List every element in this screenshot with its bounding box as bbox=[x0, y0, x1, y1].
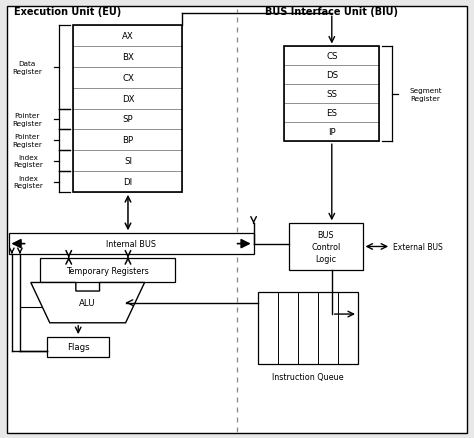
Text: External BUS: External BUS bbox=[393, 242, 443, 251]
Text: Index
Register: Index Register bbox=[13, 175, 44, 189]
Text: CX: CX bbox=[122, 74, 134, 82]
Bar bbox=[284, 85, 379, 104]
Bar bbox=[73, 88, 182, 110]
Text: Segment
Register: Segment Register bbox=[410, 88, 442, 101]
Text: Data
Register: Data Register bbox=[12, 61, 42, 74]
Bar bbox=[73, 26, 182, 193]
Text: Internal BUS: Internal BUS bbox=[106, 240, 156, 248]
Bar bbox=[73, 110, 182, 130]
Text: SI: SI bbox=[124, 157, 132, 166]
Text: BP: BP bbox=[122, 136, 134, 145]
Text: IP: IP bbox=[328, 128, 336, 137]
Bar bbox=[73, 151, 182, 172]
Text: ES: ES bbox=[326, 109, 337, 118]
Bar bbox=[47, 337, 109, 357]
Bar bbox=[284, 66, 379, 85]
Text: SP: SP bbox=[123, 115, 133, 124]
Text: Flags: Flags bbox=[67, 343, 90, 352]
Bar bbox=[73, 26, 182, 47]
Text: BUS
Control
Logic: BUS Control Logic bbox=[311, 231, 340, 263]
Text: CS: CS bbox=[326, 52, 337, 61]
Bar bbox=[73, 47, 182, 67]
Bar bbox=[73, 67, 182, 88]
Text: Pointer
Register: Pointer Register bbox=[12, 134, 42, 147]
Text: DX: DX bbox=[122, 94, 134, 103]
Bar bbox=[73, 172, 182, 193]
Text: SS: SS bbox=[326, 90, 337, 99]
Bar bbox=[9, 233, 254, 254]
Text: Execution Unit (EU): Execution Unit (EU) bbox=[14, 7, 121, 17]
Text: DI: DI bbox=[123, 178, 133, 187]
Bar bbox=[284, 47, 379, 66]
Text: AX: AX bbox=[122, 32, 134, 41]
Bar bbox=[284, 47, 379, 142]
Text: Temporary Registers: Temporary Registers bbox=[66, 266, 149, 275]
Text: Pointer
Register: Pointer Register bbox=[12, 113, 42, 127]
Bar bbox=[40, 258, 175, 283]
Bar bbox=[284, 104, 379, 123]
Bar bbox=[73, 130, 182, 151]
Text: ALU: ALU bbox=[79, 298, 96, 307]
Text: Instruction Queue: Instruction Queue bbox=[272, 372, 344, 381]
Bar bbox=[289, 224, 363, 270]
Text: DS: DS bbox=[326, 71, 338, 80]
Bar bbox=[284, 123, 379, 142]
Text: BUS Interface Unit (BIU): BUS Interface Unit (BIU) bbox=[265, 7, 399, 17]
Text: BX: BX bbox=[122, 53, 134, 62]
Polygon shape bbox=[31, 283, 145, 323]
Bar bbox=[258, 293, 358, 365]
Text: Index
Register: Index Register bbox=[13, 155, 44, 168]
